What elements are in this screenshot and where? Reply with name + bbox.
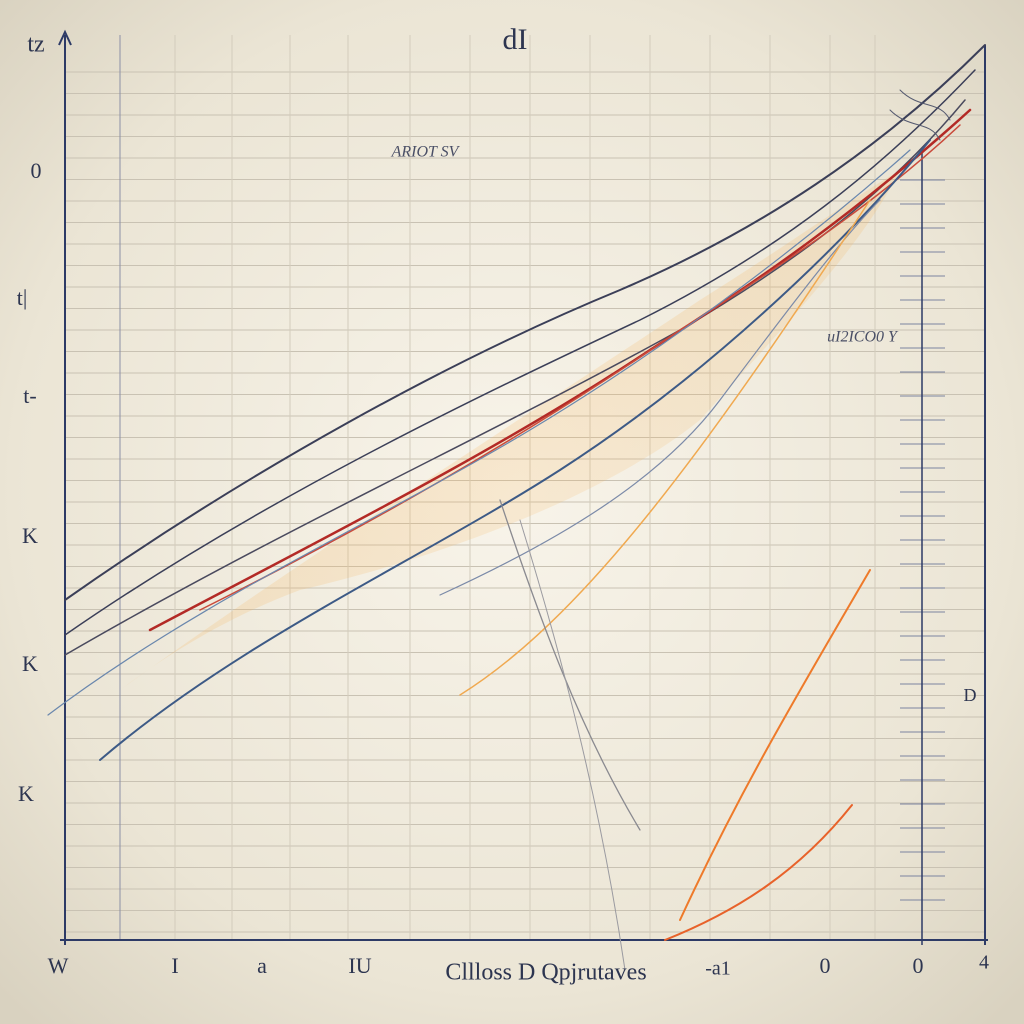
title: dI	[503, 23, 528, 56]
orange-curve	[664, 804, 853, 941]
y-axis-label: K	[22, 523, 38, 548]
x-axis-label: IU	[348, 953, 371, 978]
blue-curve	[439, 199, 881, 596]
annotation: ARIOT SV	[391, 144, 461, 161]
shaded-area	[120, 170, 900, 690]
x-axis-label: I	[171, 953, 178, 978]
annotation: uI2ICO0 Y	[827, 329, 899, 346]
dark-curve	[64, 69, 976, 636]
corner-label: tz	[27, 32, 44, 58]
axes	[58, 29, 988, 945]
ruled-lines	[65, 35, 985, 940]
blue-curve	[99, 139, 931, 761]
y-axis-label: K	[22, 651, 38, 676]
y-axis-arrow	[58, 29, 72, 46]
y-axis-label: t|	[17, 285, 28, 310]
orange-curve	[459, 199, 871, 696]
dark-curve	[64, 44, 986, 601]
annotation: D	[964, 685, 977, 705]
x-axis-caption: Cllloss D Qpjrutaves	[445, 960, 646, 986]
y-axis-label: 0	[31, 158, 42, 183]
gray-curve	[499, 499, 641, 831]
y-axis-label: t-	[23, 383, 36, 408]
x-axis-label: 4	[979, 952, 989, 974]
x-axis-label: 0	[913, 953, 924, 978]
blue-curve	[47, 149, 911, 716]
gray-curve	[519, 519, 626, 971]
x-axis-label: a	[257, 953, 267, 978]
x-axis-label: -a1	[705, 958, 731, 980]
x-axis-label: W	[48, 953, 69, 978]
orange-curve	[679, 569, 871, 921]
curves	[47, 44, 986, 971]
scribble	[889, 89, 951, 141]
x-axis-label: 0	[820, 953, 831, 978]
y-axis-label: K	[18, 781, 34, 806]
